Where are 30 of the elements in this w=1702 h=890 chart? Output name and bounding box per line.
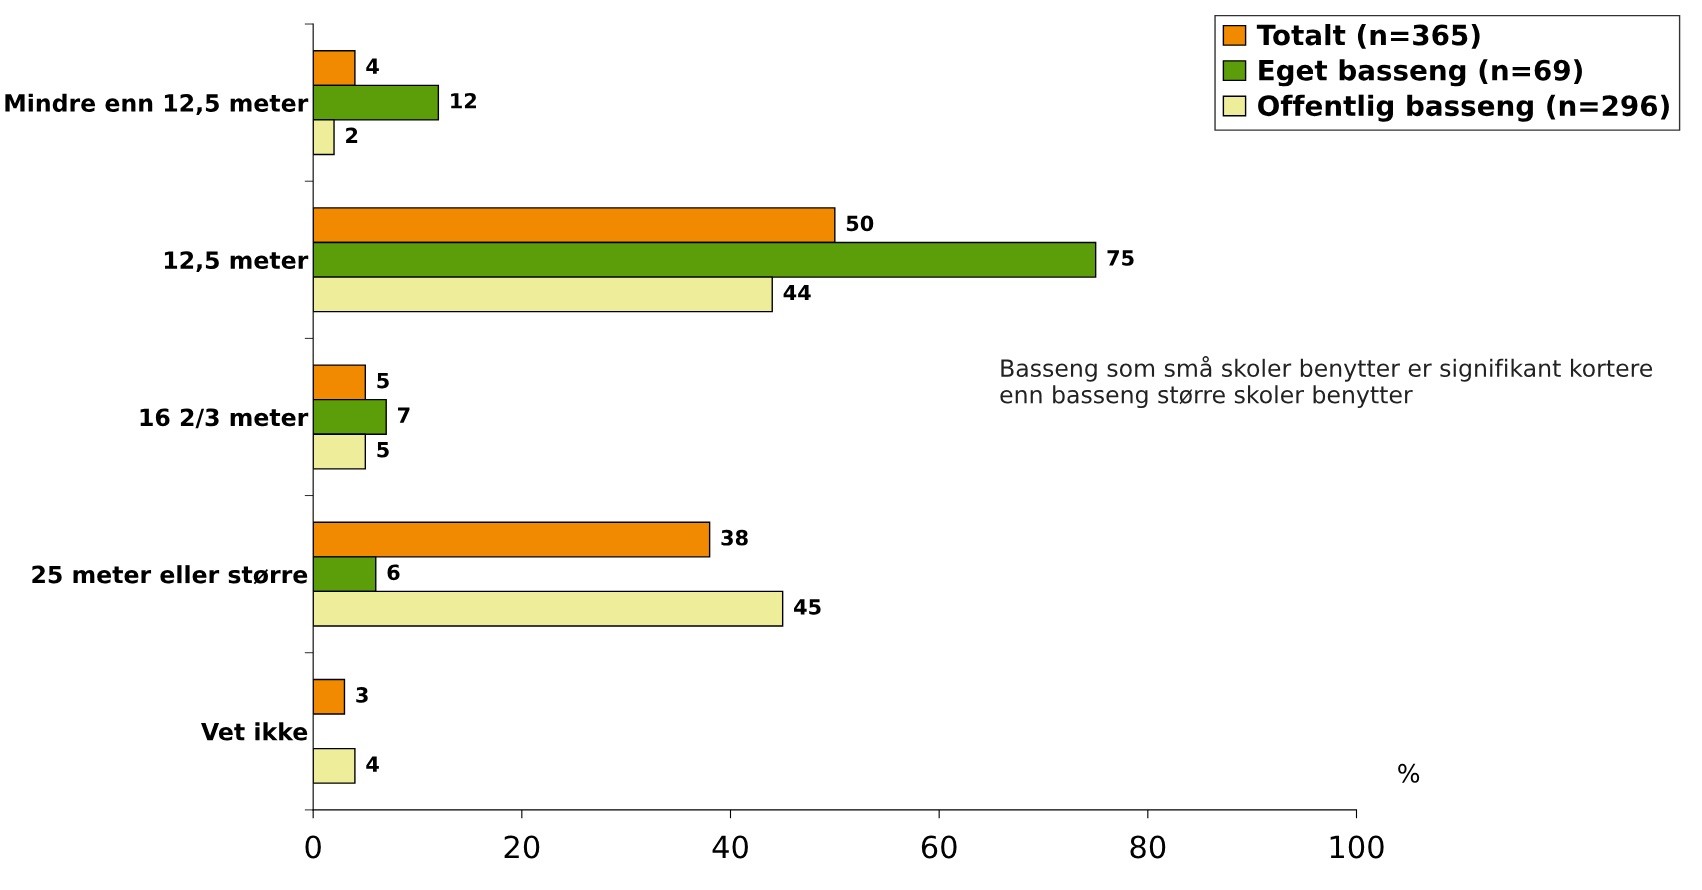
data-label: 4 xyxy=(366,756,379,772)
x-tick-label: 40 xyxy=(712,835,748,859)
data-label: 3 xyxy=(356,687,368,703)
y-tick-label: 12,5 meter xyxy=(164,251,309,273)
data-label: 2 xyxy=(346,127,358,143)
x-tick-label: 20 xyxy=(504,835,540,859)
data-label: 12 xyxy=(451,92,476,109)
legend-label: Eget basseng (n=69) xyxy=(1259,59,1582,87)
x-axis-title: % xyxy=(1398,763,1420,783)
y-tick-label: 25 meter eller større xyxy=(32,565,308,585)
data-label: 38 xyxy=(721,529,748,546)
data-label: 7 xyxy=(398,407,410,423)
y-tick-label: Mindre enn 12,5 meter xyxy=(5,93,309,115)
data-label: 5 xyxy=(377,442,389,458)
data-label: 5 xyxy=(377,372,389,389)
legend-label: Totalt (n=365) xyxy=(1256,24,1480,49)
data-label: 45 xyxy=(794,599,821,615)
y-tick-label: Vet ikke xyxy=(201,722,308,741)
annotation: Basseng som små skoler benytter er signifikant kortere enn basseng større skoler benytter xyxy=(1000,356,1653,409)
legend-label: Offentlig basseng (n=296) xyxy=(1258,94,1669,122)
x-tick-label: 0 xyxy=(305,835,321,859)
y-tick-label: 16 2/3 meter xyxy=(140,408,309,429)
x-tick-label: 80 xyxy=(1130,835,1166,859)
x-tick-label: 100 xyxy=(1330,835,1384,859)
x-tick-label: 60 xyxy=(921,835,957,859)
data-label: 75 xyxy=(1107,250,1134,266)
data-label: 6 xyxy=(387,564,400,581)
data-label: 4 xyxy=(366,58,379,74)
data-label: 44 xyxy=(783,284,811,301)
data-label: 50 xyxy=(846,215,874,232)
